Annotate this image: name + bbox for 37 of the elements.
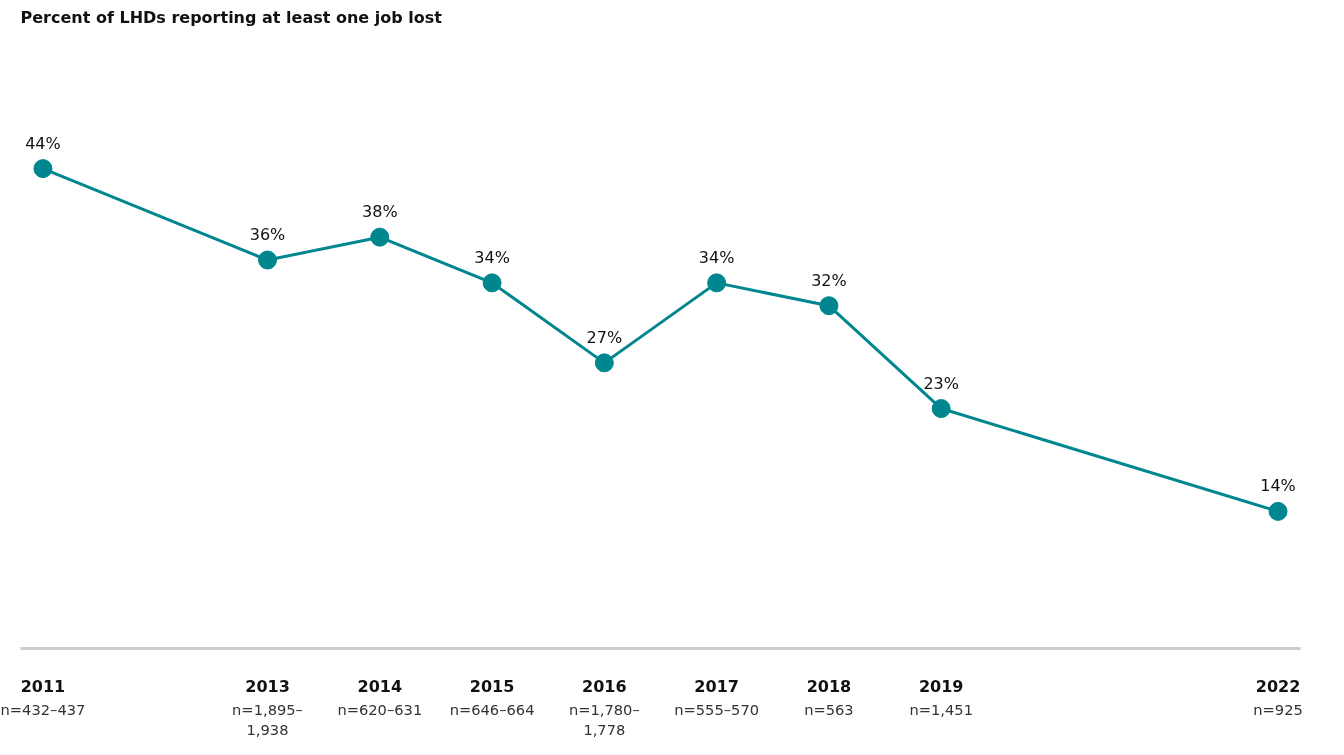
point [819,296,839,316]
point [594,353,614,373]
data-label: 27% [586,327,623,347]
data-label: 44% [25,133,61,153]
text: n=555–570 [674,700,760,718]
x-tick-label: 2019 [918,676,964,696]
point [482,273,502,293]
x-tick-label: 2018 [806,676,852,696]
data-label: 14% [1260,476,1296,496]
x-tick-label: 2017 [694,676,739,696]
x-tick-label: 2014 [357,676,403,696]
x-tick-label: 2016 [582,676,627,696]
text: n=620–631 [337,700,423,718]
point [707,273,727,293]
x-tick-label: 2015 [469,676,515,696]
text: n=1,780– 1,778 [568,700,640,738]
data-label: 34% [474,247,510,267]
chart-title: Percent of LHDs reporting at least one job lost [20,7,443,27]
point [931,399,951,419]
point [1268,501,1288,521]
x-tick-label: 2011 [20,676,66,696]
text: n=563 [804,700,854,718]
text: n=925 [1253,700,1303,718]
data-label: 23% [923,373,959,393]
data-label: 38% [362,202,398,222]
text: n=1,451 [909,700,973,718]
point [258,250,278,270]
text: n=432–437 [0,700,86,718]
data-label: 34% [698,247,735,267]
point [370,227,390,247]
text: n=1,895– 1,938 [232,700,303,738]
point [33,159,53,179]
data-label: 32% [811,270,847,290]
x-tick-label: 2013 [245,676,290,696]
x-tick-label: 2022 [1255,676,1301,696]
text: n=646–664 [449,700,535,718]
data-label: 36% [249,225,286,245]
